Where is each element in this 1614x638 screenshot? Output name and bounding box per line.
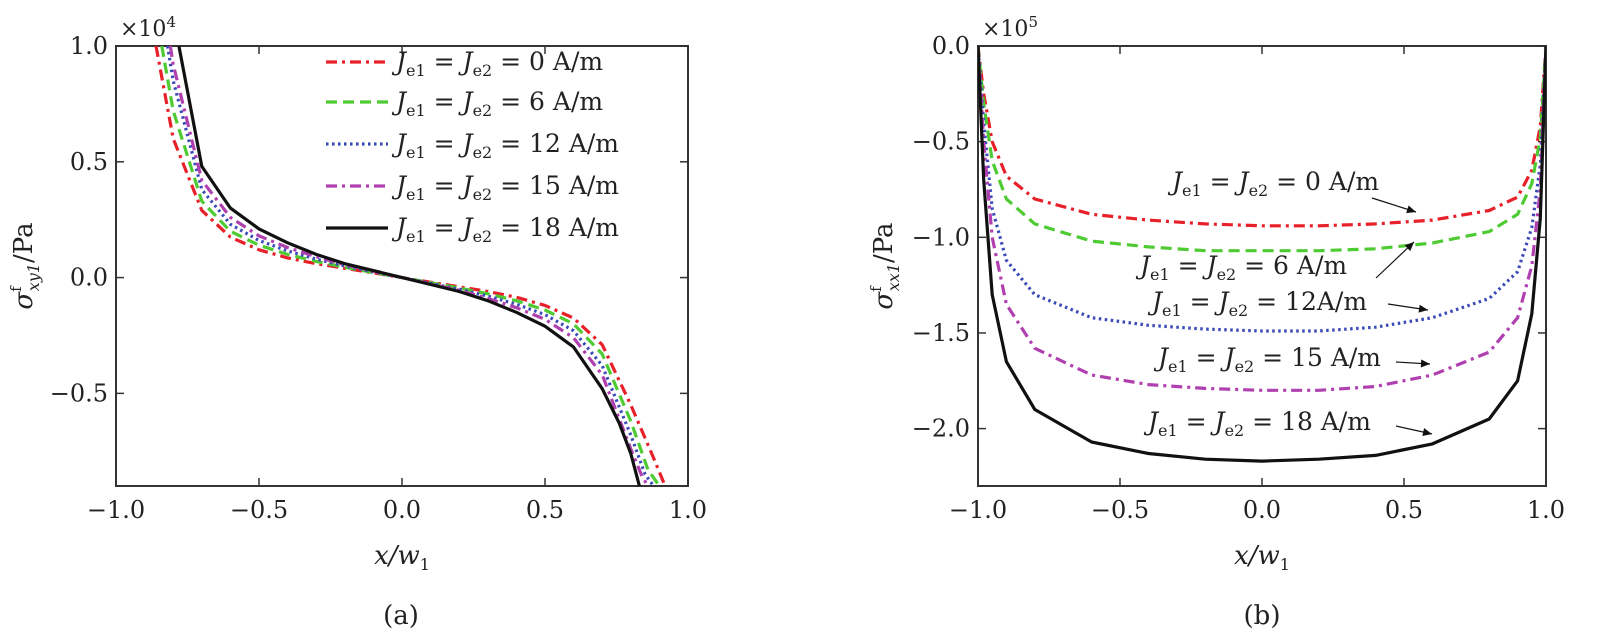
chart-a: −1.0 −0.5 0.0 0.5 1.0 1.0 0.5 0.0 −0.5 ×104 x/w1 σf… [7,13,707,574]
y-axis-label: σfxy1/Pa [7,222,43,309]
x-tick-label: −1.0 [949,496,1007,524]
x-tick-label: 0.5 [526,496,564,524]
curve-annotation-3: Je1 = Je2 = 12A/m [1147,287,1367,320]
y-tick-label: −0.5 [912,128,970,156]
legend-label-2: Je1 = Je2 = 6 A/m [391,87,603,120]
y-tick-label: 0.0 [932,32,970,60]
y-tick-label: −0.5 [50,379,108,407]
x-tick-label: −0.5 [230,496,288,524]
x-tick-label: 1.0 [669,496,707,524]
y-multiplier: ×105 [982,13,1038,42]
arrow-head-4 [1420,359,1430,368]
y-multiplier: ×104 [120,13,176,42]
y-tick-label: 0.0 [70,264,108,292]
curve-annotation-5: Je1 = Je2 = 18 A/m [1143,407,1371,440]
legend-label-3: Je1 = Je2 = 12 A/m [391,129,619,162]
series-line-5 [177,46,641,486]
series-line-3 [165,46,655,486]
x-axis-label: x/w1 [1234,541,1290,574]
series-line-3 [978,46,1546,333]
series-group [978,46,1546,463]
chart-b: −1.0 −0.5 0.0 0.5 1.0 0.0 −0.5 −1.0 −1.5 −2.0 ×105… [867,13,1565,574]
x-axis-label: x/w1 [374,541,430,574]
curve-annotation-1: Je1 = Je2 = 0 A/m [1167,167,1379,200]
arrow-head-3 [1418,304,1428,313]
x-tick-label: −0.5 [1091,496,1149,524]
arrow-head-1 [1406,205,1416,214]
curve-annotation-2: Je1 = Je2 = 6 A/m [1135,251,1347,284]
x-tick-label: 0.0 [383,496,421,524]
x-tick-label: 0.5 [1385,496,1423,524]
y-tick-label: −1.0 [912,223,970,251]
series-line-4 [978,46,1546,392]
y-tick-label: −2.0 [912,415,970,443]
arrow-head-5 [1422,428,1432,436]
arrow-head-2 [1404,242,1414,252]
panel-label-b: (b) [1244,601,1281,631]
curve-annotation-4: Je1 = Je2 = 15 A/m [1153,343,1381,376]
x-tick-label: 0.0 [1243,496,1281,524]
legend-label-1: Je1 = Je2 = 0 A/m [391,47,603,80]
y-tick-label: 1.0 [70,32,108,60]
legend-label-4: Je1 = Je2 = 15 A/m [391,171,619,204]
y-axis-label: σfxx1/Pa [867,222,903,309]
y-tick-label: −1.5 [912,319,970,347]
panel-label-a: (a) [383,601,419,631]
series-line-2 [978,46,1546,253]
series-line-5 [978,46,1546,463]
y-tick-label: 0.5 [70,148,108,176]
x-tick-label: −1.0 [87,496,145,524]
series-group [154,46,667,486]
legend-label-5: Je1 = Je2 = 18 A/m [391,213,619,246]
series-line-1 [978,46,1546,228]
x-tick-label: 1.0 [1527,496,1565,524]
